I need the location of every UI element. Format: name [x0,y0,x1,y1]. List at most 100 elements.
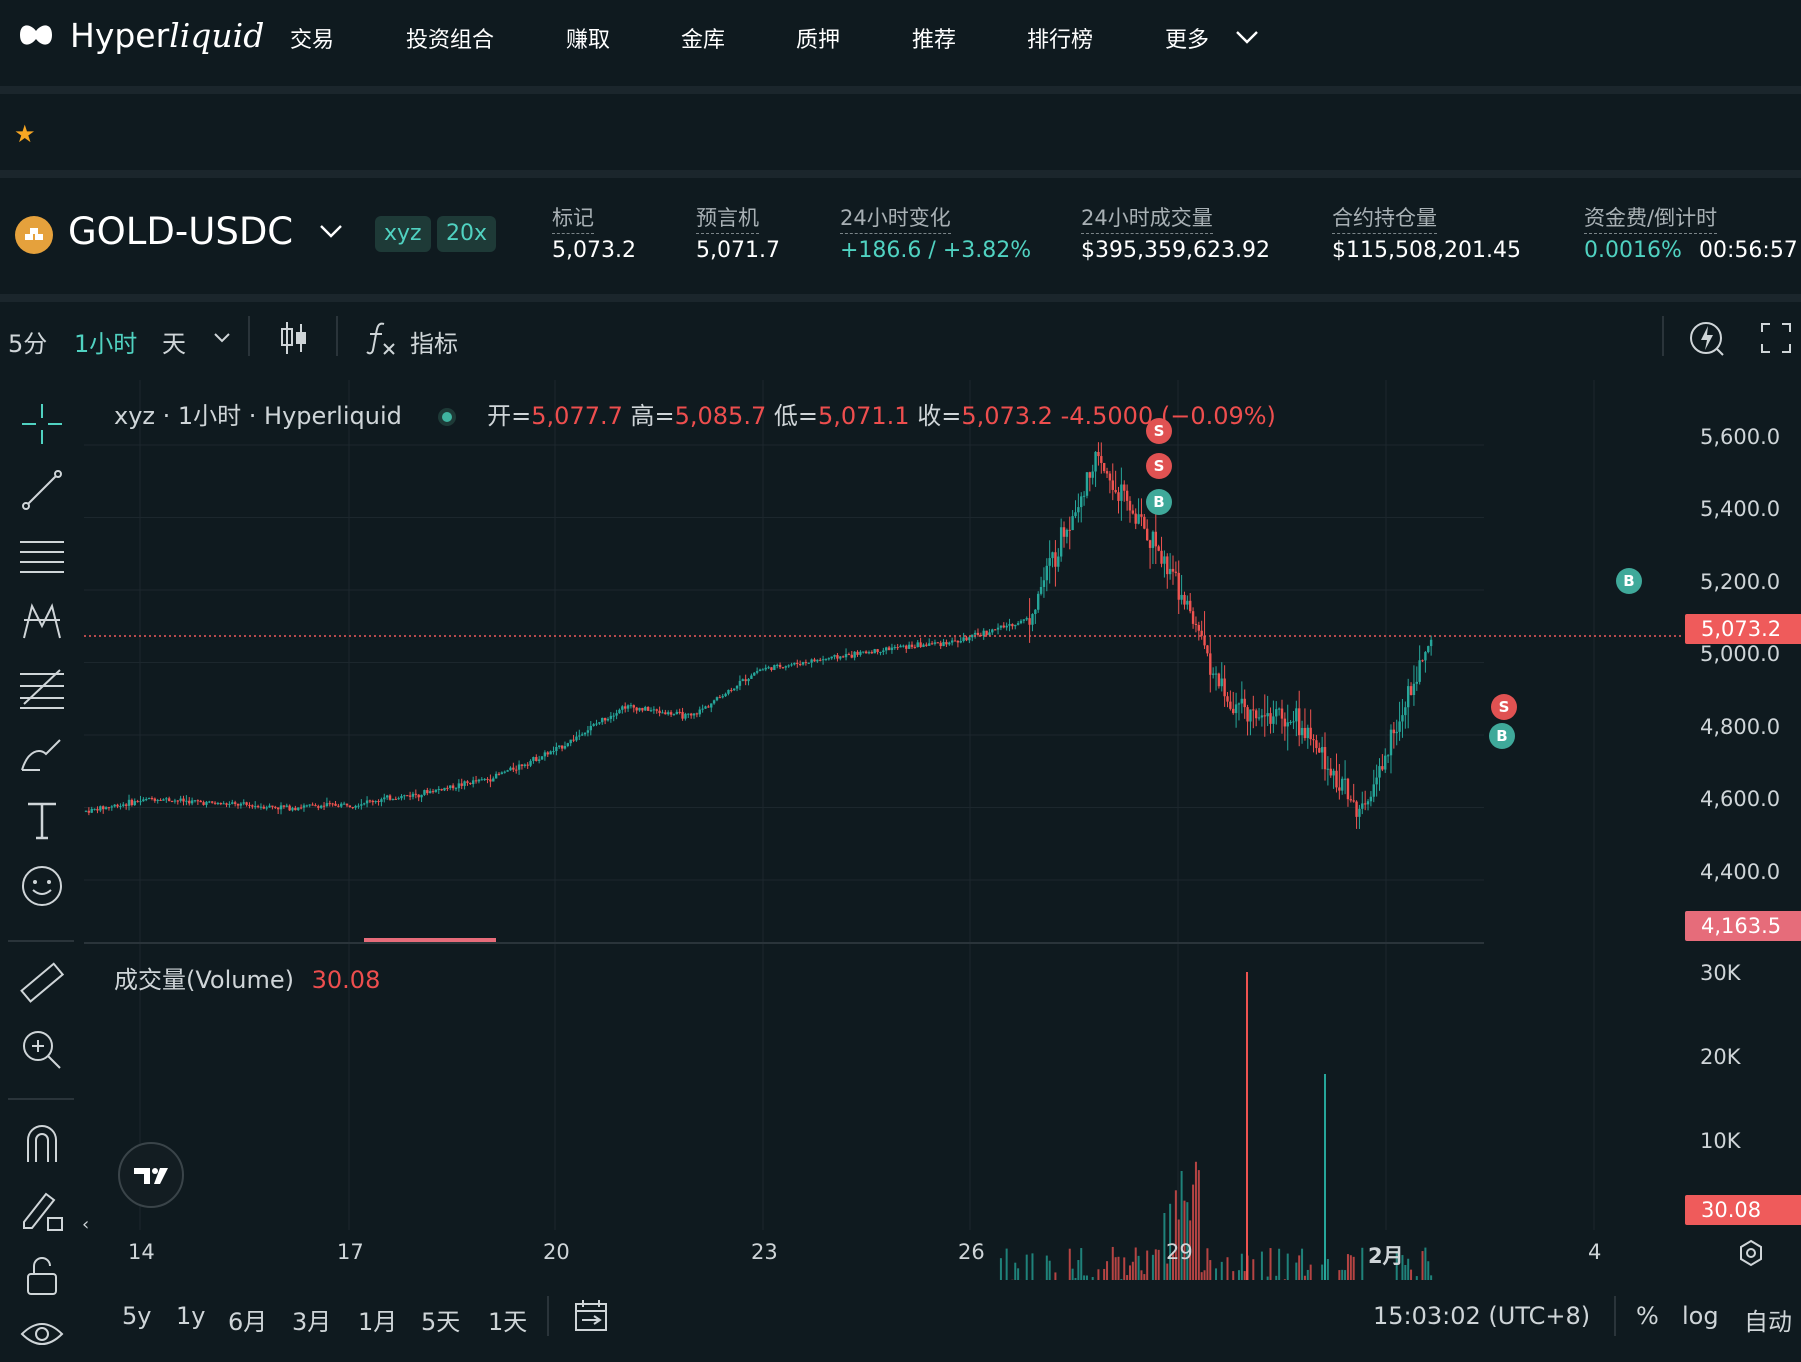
buy-marker[interactable]: B [1146,489,1172,515]
candle-body [865,652,867,654]
candle-body [248,805,250,806]
pair-selector[interactable]: GOLD-USDC [68,210,293,253]
lock-drawing-icon[interactable] [18,1186,66,1234]
candle-body [277,807,279,809]
candle-body [309,805,311,806]
range-3m[interactable]: 3月 [292,1302,331,1337]
range-6m[interactable]: 6月 [228,1302,267,1337]
candle-body [914,647,916,648]
range-1m[interactable]: 1月 [358,1302,397,1337]
hyperliquid-logo-icon[interactable] [16,20,56,54]
candle-body [392,799,394,800]
sell-marker[interactable]: S [1146,418,1172,444]
sell-marker[interactable]: S [1146,453,1172,479]
candle-body [412,794,414,797]
candle-body [552,751,554,752]
candle-body [991,629,993,632]
range-5y[interactable]: 5y [122,1302,151,1330]
clock-time[interactable]: 15:03:02 (UTC+8) [1373,1302,1590,1330]
candle-body [228,804,230,805]
candle-type-icon[interactable] [278,320,310,360]
interval-1d[interactable]: 天 [162,324,186,359]
nav-portfolio[interactable]: 投资组合 [406,22,494,54]
candle-body [96,809,98,811]
candle-body [1043,580,1045,587]
chevron-down-icon[interactable] [1234,28,1260,50]
range-5d[interactable]: 5天 [421,1302,460,1337]
candle-body [286,806,288,807]
candle-body [710,703,712,707]
nav-more[interactable]: 更多 [1165,22,1209,54]
change-24h-value: +186.6 / +3.82% [840,238,1031,263]
candle-body [389,795,391,799]
scroll-left-icon[interactable]: ‹ [82,1214,89,1235]
candle-body [868,652,870,653]
y-tick: 4,400.0 [1700,860,1780,884]
candle-body [592,724,594,726]
candle-body [443,788,445,790]
volume-bar [1275,1276,1277,1280]
candle-body [331,803,333,804]
nav-vaults[interactable]: 金库 [681,22,725,54]
settings-gear-icon[interactable] [1736,1238,1766,1272]
candle-body [681,712,683,719]
magnet-icon[interactable] [18,1120,66,1168]
alert-icon[interactable] [1688,318,1726,362]
crosshair-icon[interactable] [18,400,66,448]
candle-body [1318,748,1320,752]
nav-staking[interactable]: 质押 [796,22,840,54]
nav-leaderboard[interactable]: 排行榜 [1027,22,1093,54]
log-toggle[interactable]: log [1682,1302,1719,1330]
candle-body [776,665,778,666]
zoom-in-icon[interactable] [18,1026,66,1074]
percent-toggle[interactable]: % [1636,1302,1659,1330]
y-tick: 5,600.0 [1700,425,1780,449]
buy-marker[interactable]: B [1489,723,1515,749]
star-icon[interactable]: ★ [14,120,36,148]
candle-body [417,795,419,798]
price-chart[interactable] [84,380,1684,1280]
fullscreen-icon[interactable] [1760,322,1792,358]
tradingview-logo-icon[interactable] [118,1142,184,1208]
candle-body [1003,626,1005,628]
trend-line-icon[interactable] [18,466,66,514]
interval-1h[interactable]: 1小时 [74,324,137,359]
sell-marker[interactable]: S [1491,694,1517,720]
nav-referrals[interactable]: 推荐 [912,22,956,54]
candle-body [733,689,735,691]
close-value: 5,073.2 [961,402,1053,430]
function-icon[interactable] [364,320,398,360]
text-icon[interactable] [18,796,66,844]
chevron-down-icon[interactable] [212,330,232,349]
ruler-icon[interactable] [18,960,66,1008]
emoji-icon[interactable] [18,862,66,910]
nav-trade[interactable]: 交易 [290,22,334,54]
buy-marker[interactable]: B [1616,568,1642,594]
y-tick: 5,200.0 [1700,570,1780,594]
brush-icon[interactable] [18,730,66,778]
candle-body [397,798,399,799]
divider [547,1296,549,1336]
candle-body [352,807,354,808]
range-1y[interactable]: 1y [176,1302,205,1330]
volume-bar [1407,1259,1409,1280]
candle-body [638,708,640,711]
candle-body [1232,709,1234,713]
candle-body [1315,740,1317,748]
brand-name[interactable]: Hyperliquid [70,16,264,55]
chevron-down-icon[interactable] [318,222,344,244]
candle-body [532,757,534,761]
pattern-icon[interactable] [18,598,66,646]
interval-5m[interactable]: 5分 [8,324,47,359]
horizontal-lines-icon[interactable] [18,532,66,580]
indicators-button[interactable]: 指标 [410,324,458,359]
nav-earn[interactable]: 赚取 [566,22,610,54]
candle-body [1086,472,1088,496]
candle-body [650,710,652,711]
calendar-icon[interactable] [572,1298,610,1338]
fib-icon[interactable] [18,664,66,712]
candle-body [977,633,979,635]
candle-body [498,774,500,775]
range-1d[interactable]: 1天 [488,1302,527,1337]
auto-toggle[interactable]: 自动 [1744,1302,1792,1337]
